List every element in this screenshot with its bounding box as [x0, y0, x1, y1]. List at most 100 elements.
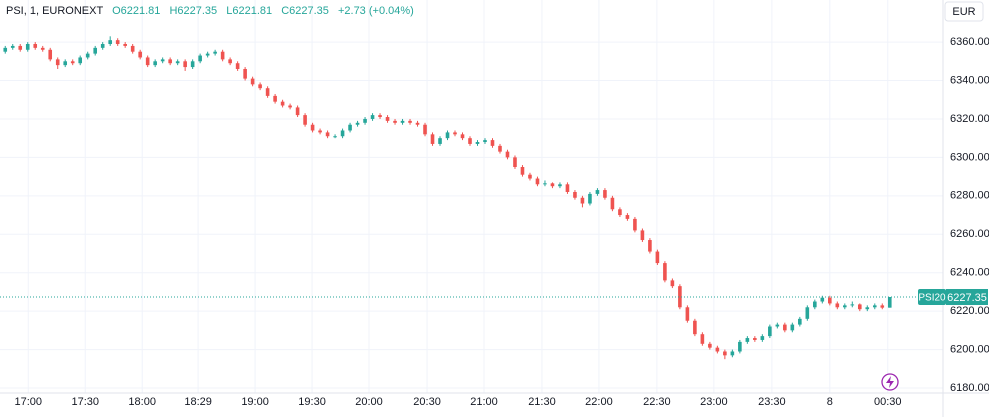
candle-body	[850, 304, 855, 306]
candle-body	[138, 51, 142, 58]
candle-body	[325, 132, 330, 137]
candle-body	[385, 117, 390, 121]
y-tick-label: 6280.00	[950, 190, 989, 202]
candle-body	[483, 140, 487, 143]
candle-body	[393, 120, 397, 123]
candle-body	[475, 142, 480, 144]
candle-body	[603, 190, 607, 198]
candle-body	[573, 191, 577, 198]
candle-body	[100, 44, 105, 48]
candle-body	[423, 124, 427, 135]
x-tick-label: 20:30	[413, 396, 441, 408]
x-tick-label: 8	[827, 396, 833, 408]
candle-body	[33, 44, 38, 48]
candle-body	[63, 61, 68, 66]
candle-body	[78, 57, 83, 64]
x-tick-label: 17:00	[14, 396, 42, 408]
candle-body	[595, 190, 600, 194]
candle-body	[865, 307, 870, 310]
candle-body	[640, 230, 645, 241]
price-tag: 6227.35	[947, 292, 987, 304]
symbol-tag: PSI20	[918, 293, 946, 304]
x-tick-label: 22:30	[643, 396, 671, 408]
candle-body	[648, 240, 652, 252]
candle-body	[363, 118, 367, 123]
alert-bolt	[886, 376, 894, 388]
candle-body	[460, 134, 465, 139]
candle-body	[310, 124, 315, 131]
x-tick-label: 19:30	[298, 396, 326, 408]
candle-body	[887, 297, 892, 308]
symbol-tag-box	[918, 289, 946, 306]
candle-body	[805, 307, 810, 319]
candle-body	[843, 305, 847, 308]
candle-body	[813, 301, 817, 308]
x-tick-label: 19:00	[241, 396, 269, 408]
x-tick-label: 22:00	[585, 396, 613, 408]
candle-body	[333, 136, 337, 138]
legend: PSI, 1, EURONEXT O6221.81 H6227.35 L6221…	[6, 5, 414, 17]
candle-body	[355, 122, 360, 125]
candle-body	[145, 57, 150, 66]
candle-body	[85, 53, 90, 58]
candle-body	[543, 183, 547, 185]
candle-body	[588, 193, 592, 204]
candle-body	[738, 341, 742, 352]
candle-body	[535, 178, 540, 185]
candle-body	[168, 59, 172, 64]
candle-body	[123, 44, 127, 46]
high: H6227.35	[169, 5, 217, 17]
candle-body	[445, 132, 450, 139]
y-tick-label: 6360.00	[950, 36, 989, 48]
candle-body	[655, 251, 660, 264]
candle-body	[580, 197, 585, 204]
candle-body	[880, 305, 885, 308]
x-tick-label: 23:00	[700, 396, 728, 408]
currency-button[interactable]	[944, 1, 984, 22]
candle-body	[25, 44, 30, 50]
low: L6221.81	[226, 5, 272, 17]
candle-body	[820, 297, 825, 302]
candle-body	[730, 351, 735, 356]
candle-body	[663, 263, 667, 281]
y-tick-label: 6200.00	[950, 343, 989, 355]
candle-body	[108, 40, 112, 45]
x-tick-label: 18:00	[128, 396, 156, 408]
open: O6221.81	[112, 5, 160, 17]
candle-body	[40, 47, 45, 50]
y-tick-label: 6180.00	[950, 382, 989, 394]
candle-body	[633, 218, 637, 231]
candle-body	[55, 59, 60, 66]
candle-body	[693, 320, 697, 335]
currency[interactable]: EUR	[952, 6, 975, 18]
candle-body	[798, 318, 802, 325]
candle-body	[520, 167, 525, 175]
candle-body	[505, 151, 510, 158]
candle-body	[438, 138, 442, 144]
candle-body	[348, 124, 352, 131]
candle-body	[258, 84, 262, 89]
candle-body	[768, 326, 772, 337]
candle-body	[370, 115, 375, 119]
candle-body	[160, 59, 165, 62]
x-tick-label: 23:30	[758, 396, 786, 408]
y-tick-label: 6340.00	[950, 74, 989, 86]
close: C6227.35	[281, 5, 329, 17]
x-tick-label: 20:00	[355, 396, 383, 408]
candle-body	[415, 122, 420, 125]
candle-body	[378, 115, 382, 118]
candle-body	[835, 303, 840, 308]
grid	[0, 0, 943, 393]
candle-body	[528, 174, 532, 179]
candle-body	[250, 78, 255, 85]
candle-body	[205, 53, 210, 56]
candle-body	[857, 304, 862, 310]
candle-body	[715, 347, 720, 352]
candle-body	[670, 280, 675, 287]
y-tick-label: 6320.00	[950, 113, 989, 125]
candle-body	[93, 47, 97, 54]
candle-body	[708, 343, 712, 348]
candle-body	[430, 134, 435, 144]
candle-body	[745, 338, 750, 342]
